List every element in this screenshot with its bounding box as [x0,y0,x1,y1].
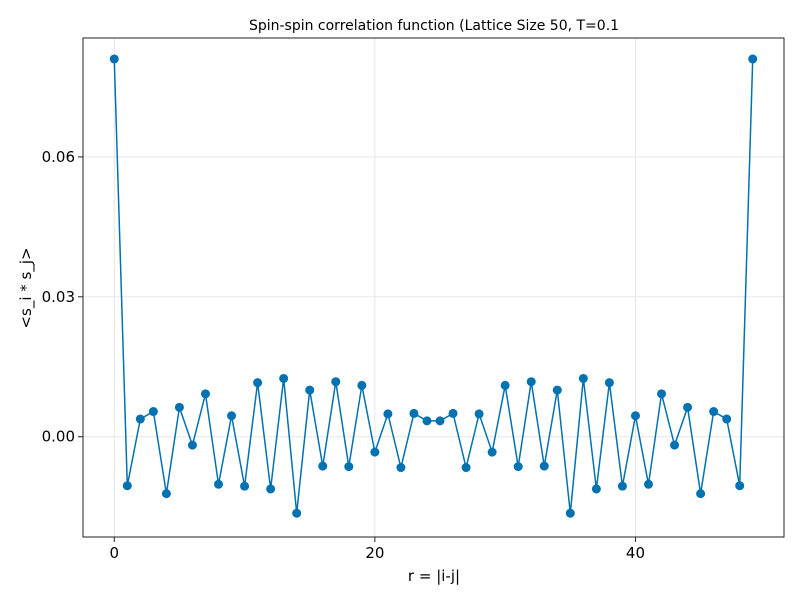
data-point-23 [409,408,419,418]
data-point-49 [748,54,758,64]
series-layer [109,54,758,518]
data-point-34 [552,385,562,395]
data-point-40 [630,411,640,421]
data-point-20 [370,447,380,457]
data-point-45 [696,489,706,499]
data-point-17 [331,377,341,387]
series-line-0 [113,58,754,514]
data-point-29 [487,447,497,457]
data-point-4 [161,489,171,499]
grid-layer [83,38,784,537]
data-point-32 [526,377,536,387]
data-point-7 [200,389,210,399]
data-point-38 [604,378,614,388]
data-point-12 [266,484,276,494]
data-point-3 [148,407,158,417]
data-point-48 [735,481,745,491]
data-point-25 [435,416,445,426]
data-point-8 [214,479,224,489]
x-tick-label-0: 0 [109,544,119,562]
data-point-1 [122,481,132,491]
x-axis-label: r = |i-j| [408,567,460,585]
data-point-15 [305,385,315,395]
data-point-14 [292,508,302,518]
data-point-33 [539,461,549,471]
data-point-41 [643,479,653,489]
data-point-9 [227,411,237,421]
data-point-22 [396,463,406,473]
tick-layer: 0 20 40 0.00 0.03 0.06 [42,148,645,562]
data-point-18 [344,462,354,472]
data-point-46 [709,407,719,417]
data-point-2 [135,414,145,424]
plot-frame [82,37,785,538]
data-point-37 [591,484,601,494]
chart-title: Spin-spin correlation function (Lattice … [249,18,619,34]
data-point-31 [513,462,523,472]
data-point-28 [474,409,484,419]
data-point-39 [617,481,627,491]
data-point-24 [422,416,432,426]
y-axis-label: <s_i * s_j> [17,247,36,328]
data-point-19 [357,380,367,390]
y-tick-label-2: 0.06 [42,148,75,166]
data-point-10 [240,481,250,491]
data-point-42 [657,389,667,399]
y-tick-label-1: 0.03 [42,288,75,306]
data-point-47 [722,414,732,424]
data-point-43 [670,440,680,450]
data-point-21 [383,409,393,419]
data-point-13 [279,373,289,383]
data-point-35 [565,508,575,518]
y-tick-label-0: 0.00 [42,428,75,446]
data-point-36 [578,373,588,383]
data-point-6 [187,440,197,450]
data-point-16 [318,461,328,471]
data-point-11 [253,378,263,388]
data-point-0 [109,54,119,64]
data-point-30 [500,380,510,390]
data-point-26 [448,408,458,418]
x-tick-label-1: 20 [365,544,384,562]
data-point-44 [683,402,693,412]
data-point-5 [174,402,184,412]
data-point-27 [461,463,471,473]
x-tick-label-2: 40 [626,544,645,562]
